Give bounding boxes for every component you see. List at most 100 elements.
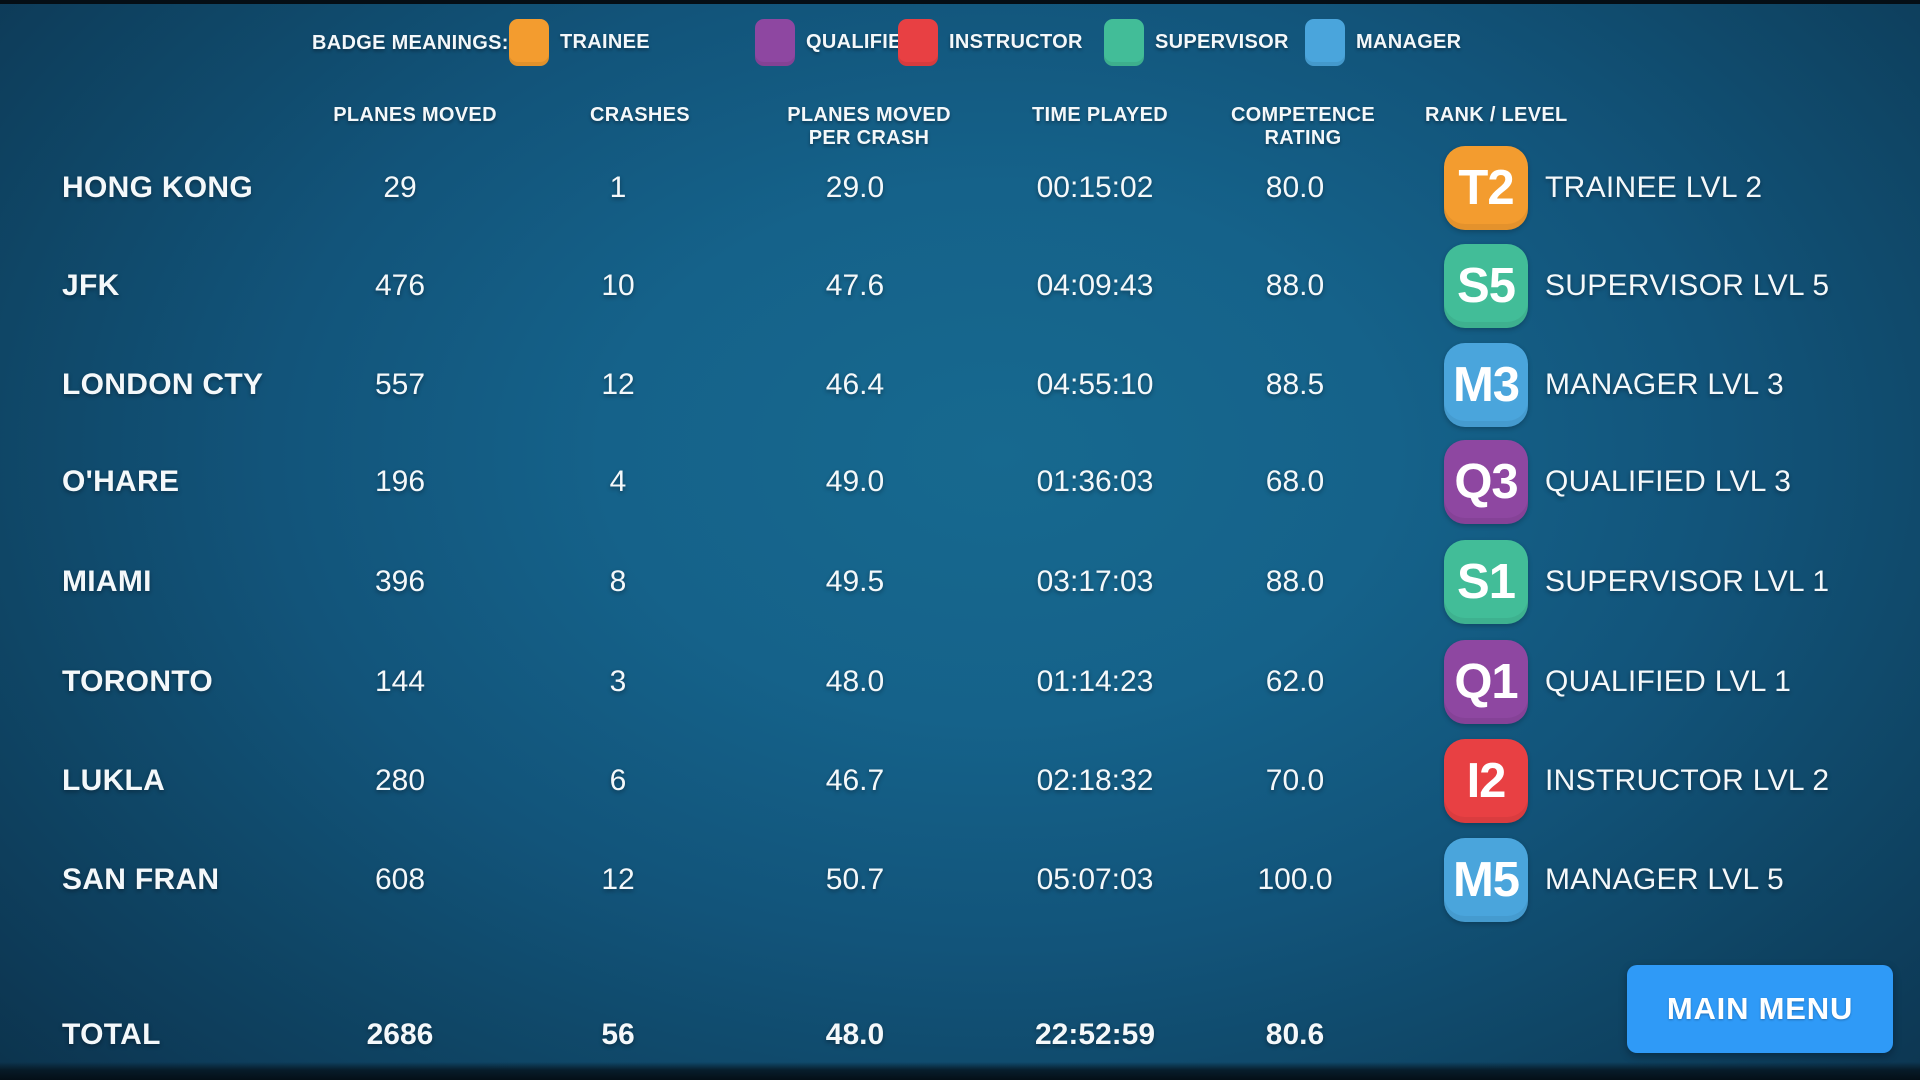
table-row: O'HARE 196 4 49.0 01:36:03 68.0 Q3 QUALI… [0,432,1920,532]
rank-label: INSTRUCTOR LVL 2 [1545,764,1830,797]
time-played-value: 04:55:10 [1036,368,1154,401]
rank-label: QUALIFIED LVL 3 [1545,465,1792,498]
rank-badge: I2 [1444,739,1528,823]
planes-per-crash-value: 46.4 [825,368,885,401]
planes-moved-value: 396 [374,565,426,598]
table-row: MIAMI 396 8 49.5 03:17:03 88.0 S1 SUPERV… [0,532,1920,632]
rank-cell: T2 TRAINEE LVL 2 [1444,138,1914,238]
rank-label: MANAGER LVL 5 [1545,863,1784,896]
crashes-value: 4 [609,465,627,498]
header-rank-level: RANK / LEVEL [1425,104,1568,126]
trainee-swatch-icon [509,18,549,66]
bottom-border [0,1062,1920,1080]
planes-moved-value: 144 [374,665,426,698]
time-played-value: 04:09:43 [1036,269,1154,302]
rank-badge: M5 [1444,838,1528,922]
planes-per-crash-value: 47.6 [825,269,885,302]
total-time-played: 22:52:59 [1034,1018,1156,1051]
instructor-swatch-icon [898,18,938,66]
competence-rating-value: 68.0 [1265,465,1325,498]
rank-badge: T2 [1444,146,1528,230]
manager-swatch-icon [1305,18,1345,66]
planes-moved-value: 608 [374,863,426,896]
table-row: LUKLA 280 6 46.7 02:18:32 70.0 I2 INSTRU… [0,731,1920,831]
crashes-value: 12 [601,368,635,401]
legend-item-manager: MANAGER [1305,18,1461,66]
planes-per-crash-value: 46.7 [825,764,885,797]
airport-name: TORONTO [62,665,214,698]
total-planes-per-crash: 48.0 [825,1018,885,1051]
rank-label: QUALIFIED LVL 1 [1545,665,1792,698]
planes-per-crash-value: 50.7 [825,863,885,896]
legend-label-trainee: TRAINEE [560,30,650,53]
rank-cell: S1 SUPERVISOR LVL 1 [1444,532,1914,632]
supervisor-swatch-icon [1104,18,1144,66]
qualified-swatch-icon [755,18,795,66]
top-border [0,0,1920,4]
legend-item-instructor: INSTRUCTOR [898,18,1083,66]
header-crashes: CRASHES [590,104,690,126]
time-played-value: 02:18:32 [1036,764,1154,797]
header-planes-per-crash: PLANES MOVED PER CRASH [787,104,951,149]
legend-title: BADGE MEANINGS: [312,31,509,54]
rank-label: MANAGER LVL 3 [1545,368,1784,401]
total-planes-moved: 2686 [366,1018,434,1051]
time-played-value: 01:14:23 [1036,665,1154,698]
competence-rating-value: 88.5 [1265,368,1325,401]
rank-label: SUPERVISOR LVL 1 [1545,565,1830,598]
main-menu-button[interactable]: MAIN MENU [1627,965,1893,1053]
competence-rating-value: 88.0 [1265,565,1325,598]
planes-moved-value: 196 [374,465,426,498]
planes-per-crash-value: 49.0 [825,465,885,498]
total-row: TOTAL 2686 56 48.0 22:52:59 80.6 [0,985,1920,1080]
time-played-value: 01:36:03 [1036,465,1154,498]
crashes-value: 8 [609,565,627,598]
planes-moved-value: 29 [383,171,417,204]
planes-moved-value: 557 [374,368,426,401]
rank-badge: Q3 [1444,440,1528,524]
legend-label-instructor: INSTRUCTOR [949,30,1083,53]
header-time-played: TIME PLAYED [1032,104,1168,126]
rank-cell: M3 MANAGER LVL 3 [1444,335,1914,435]
table-row: TORONTO 144 3 48.0 01:14:23 62.0 Q1 QUAL… [0,632,1920,732]
rank-label: SUPERVISOR LVL 5 [1545,269,1830,302]
header-planes-moved: PLANES MOVED [333,104,497,126]
crashes-value: 3 [609,665,627,698]
rank-badge: M3 [1444,343,1528,427]
legend-item-trainee: TRAINEE [509,18,650,66]
table-row: LONDON CTY 557 12 46.4 04:55:10 88.5 M3 … [0,335,1920,435]
table-row: HONG KONG 29 1 29.0 00:15:02 80.0 T2 TRA… [0,138,1920,238]
total-label: TOTAL [62,1018,161,1051]
total-crashes: 56 [601,1018,635,1051]
time-played-value: 05:07:03 [1036,863,1154,896]
rank-label: TRAINEE LVL 2 [1545,171,1763,204]
legend-item-qualified: QUALIFIED [755,18,916,66]
planes-per-crash-value: 49.5 [825,565,885,598]
crashes-value: 1 [609,171,627,204]
time-played-value: 00:15:02 [1036,171,1154,204]
crashes-value: 12 [601,863,635,896]
rank-badge: S5 [1444,244,1528,328]
airport-name: JFK [62,269,120,302]
competence-rating-value: 70.0 [1265,764,1325,797]
planes-moved-value: 476 [374,269,426,302]
airport-name: LONDON CTY [62,368,264,401]
airport-name: O'HARE [62,465,180,498]
legend-label-supervisor: SUPERVISOR [1155,30,1289,53]
rank-cell: M5 MANAGER LVL 5 [1444,830,1914,930]
header-competence-rating: COMPETENCE RATING [1230,104,1376,149]
rank-cell: I2 INSTRUCTOR LVL 2 [1444,731,1914,831]
rank-badge: Q1 [1444,640,1528,724]
legend-label-manager: MANAGER [1356,30,1462,53]
competence-rating-value: 100.0 [1257,863,1333,896]
planes-per-crash-value: 48.0 [825,665,885,698]
airport-name: HONG KONG [62,171,254,204]
crashes-value: 6 [609,764,627,797]
competence-rating-value: 80.0 [1265,171,1325,204]
crashes-value: 10 [601,269,635,302]
rank-cell: Q1 QUALIFIED LVL 1 [1444,632,1914,732]
rank-badge: S1 [1444,540,1528,624]
planes-moved-value: 280 [374,764,426,797]
table-row: JFK 476 10 47.6 04:09:43 88.0 S5 SUPERVI… [0,236,1920,336]
